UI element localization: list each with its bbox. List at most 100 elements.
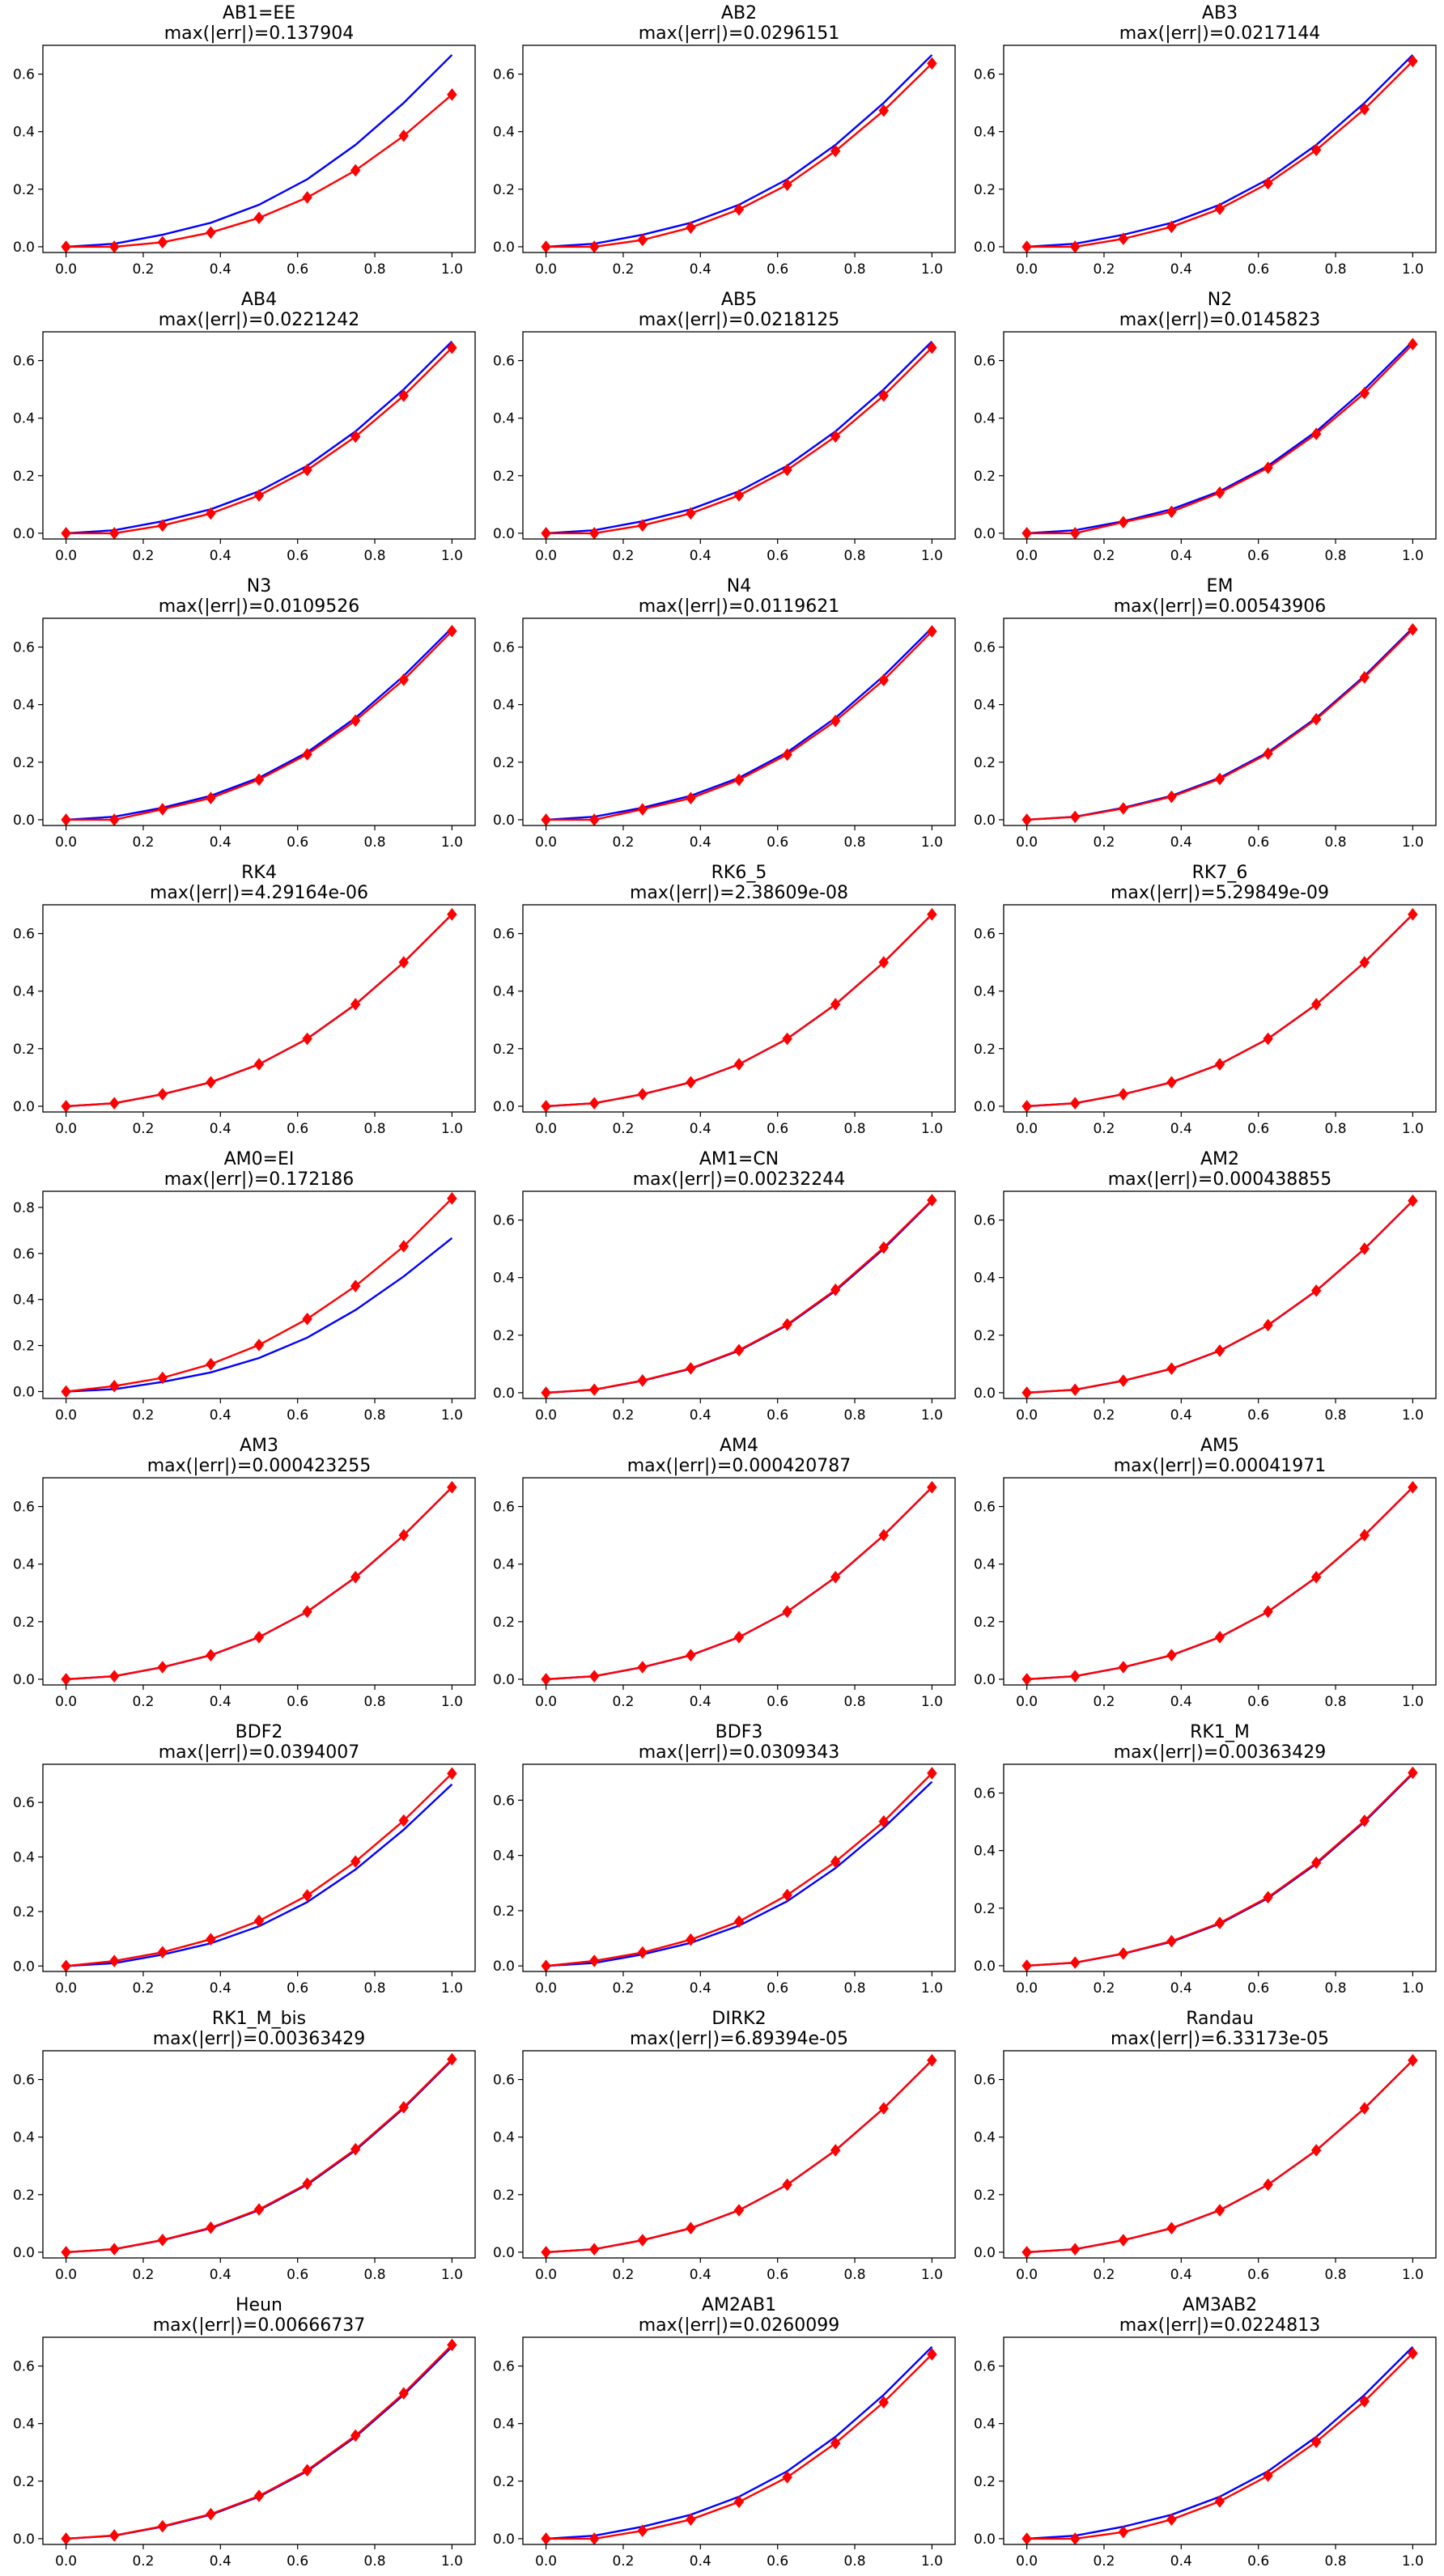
- approx-solution-line: [66, 630, 453, 821]
- data-point-marker: [733, 489, 745, 502]
- x-tick-label: 1.0: [441, 1694, 463, 1710]
- data-point-marker: [253, 211, 265, 225]
- data-point-marker: [1118, 802, 1129, 815]
- subplot-title: AM2: [1200, 1149, 1239, 1169]
- x-tick-label: 0.2: [132, 834, 154, 851]
- subplot-title: DIRK2: [711, 2009, 766, 2029]
- x-tick-label: 0.0: [1016, 2553, 1038, 2570]
- y-tick-label: 0.2: [493, 1328, 515, 1344]
- x-tick-label: 0.0: [55, 1407, 77, 1424]
- subplot-title: RK4: [241, 863, 277, 883]
- subplot-subtitle: max(|err|)=0.0309343: [639, 1742, 840, 1763]
- data-point-marker: [157, 2234, 168, 2247]
- y-tick-label: 0.4: [493, 1848, 515, 1865]
- x-tick-label: 0.8: [364, 1407, 386, 1424]
- x-tick-label: 0.4: [210, 1694, 231, 1710]
- data-point-marker: [206, 1933, 216, 1946]
- x-tick-label: 0.6: [287, 1694, 308, 1710]
- axes-frame: [1003, 904, 1437, 1113]
- x-tick-label: 0.0: [1016, 1980, 1038, 1997]
- data-point-marker: [398, 1529, 410, 1542]
- data-point-marker: [1310, 143, 1322, 157]
- data-point-marker: [782, 1888, 792, 1902]
- data-point-marker: [878, 2396, 890, 2409]
- data-point-marker: [830, 2437, 841, 2450]
- data-point-marker: [302, 1312, 312, 1326]
- x-tick-label: 0.4: [210, 261, 231, 278]
- x-tick-label: 0.6: [767, 834, 788, 851]
- x-tick-label: 1.0: [921, 2267, 943, 2283]
- x-tick-label: 0.2: [1093, 261, 1115, 278]
- x-tick-label: 0.0: [1016, 1694, 1038, 1710]
- x-tick-label: 1.0: [441, 2267, 463, 2283]
- exact-solution-line: [1026, 53, 1414, 248]
- subplot-subtitle: max(|err|)=0.0394007: [159, 1742, 360, 1763]
- y-tick-label: 0.6: [13, 1246, 35, 1263]
- approx-solution-line: [546, 1486, 933, 1681]
- approx-solution-line: [1026, 1486, 1414, 1681]
- data-point-marker: [733, 1915, 745, 1929]
- data-point-marker: [1214, 1631, 1225, 1644]
- data-point-marker: [1359, 103, 1370, 116]
- data-point-marker: [782, 1318, 792, 1331]
- x-tick-label: 0.2: [132, 1121, 154, 1137]
- subplot-subtitle: max(|err|)=4.29164e-06: [150, 883, 368, 903]
- data-point-marker: [157, 1371, 168, 1385]
- subplot-subtitle: max(|err|)=0.0119621: [639, 596, 840, 617]
- data-point-marker: [541, 527, 551, 540]
- data-point-marker: [1310, 1571, 1322, 1584]
- data-point-marker: [541, 2246, 551, 2259]
- y-tick-label: 0.6: [974, 2073, 996, 2089]
- x-tick-label: 0.6: [1247, 1121, 1269, 1137]
- exact-solution-line: [546, 1780, 933, 1967]
- approx-solution-line: [1026, 343, 1414, 535]
- x-tick-label: 0.8: [844, 2267, 866, 2283]
- data-point-marker: [447, 1767, 457, 1780]
- subplot-subtitle: max(|err|)=0.0217144: [1119, 23, 1321, 44]
- data-point-marker: [1408, 622, 1418, 636]
- y-tick-label: 0.6: [13, 2073, 35, 2089]
- approx-solution-line: [546, 346, 933, 535]
- subplot-title: RK6_5: [711, 863, 767, 883]
- x-tick-label: 0.6: [767, 548, 788, 564]
- y-tick-label: 0.4: [13, 2417, 35, 2433]
- data-point-marker: [1408, 54, 1418, 68]
- y-tick-label: 0.2: [493, 755, 515, 771]
- axes-frame: [42, 331, 476, 540]
- x-tick-label: 1.0: [1402, 1980, 1424, 1997]
- data-point-marker: [398, 1814, 410, 1827]
- x-tick-label: 0.6: [767, 261, 788, 278]
- x-tick-label: 0.2: [612, 834, 634, 851]
- data-point-marker: [1021, 1386, 1032, 1399]
- subplot-subtitle: max(|err|)=0.000420787: [627, 1456, 852, 1476]
- y-tick-label: 0.2: [974, 1042, 996, 1058]
- y-tick-label: 0.2: [974, 2188, 996, 2204]
- data-point-marker: [1214, 1058, 1225, 1071]
- data-point-marker: [350, 2142, 361, 2156]
- subplot-title: AM3: [240, 1436, 278, 1456]
- data-point-marker: [108, 2243, 120, 2256]
- x-tick-label: 0.2: [612, 261, 634, 278]
- x-tick-label: 1.0: [441, 1980, 463, 1997]
- x-tick-label: 0.4: [210, 2267, 231, 2283]
- data-point-marker: [253, 2489, 265, 2502]
- exact-solution-line: [1026, 1772, 1414, 1967]
- x-tick-label: 0.4: [690, 834, 711, 851]
- data-point-marker: [350, 430, 361, 443]
- data-point-marker: [1118, 516, 1129, 529]
- data-point-marker: [927, 625, 937, 638]
- y-tick-label: 0.6: [493, 354, 515, 370]
- x-tick-label: 0.8: [844, 1980, 866, 1997]
- data-point-marker: [206, 1076, 216, 1089]
- data-point-marker: [1118, 1947, 1129, 1960]
- data-point-marker: [108, 1954, 120, 1967]
- y-tick-label: 0.2: [974, 1328, 996, 1344]
- x-tick-label: 0.0: [55, 834, 77, 851]
- y-tick-label: 0.6: [974, 67, 996, 83]
- axes-frame: [42, 1763, 476, 1972]
- data-point-marker: [686, 507, 696, 520]
- x-tick-label: 1.0: [1402, 1407, 1424, 1424]
